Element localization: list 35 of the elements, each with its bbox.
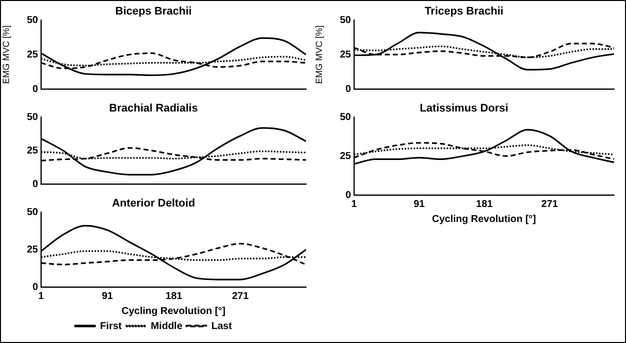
y-tick-label: 25: [26, 244, 38, 256]
x-tick-label: 181: [166, 290, 183, 302]
y-tick-label: 50: [26, 206, 38, 218]
x-tick-label: 91: [414, 198, 426, 210]
legend-label: Last: [211, 320, 233, 332]
chart-title: Brachial Radialis: [109, 102, 198, 115]
legend-label: Middle: [150, 320, 183, 332]
y-tick-label: 50: [26, 112, 38, 123]
y-tick-label: 0: [32, 282, 38, 293]
x-tick-label: 1: [38, 290, 44, 302]
y-axis-title: EMG MVC [%]: [0, 25, 11, 84]
y-tick-label: 0: [345, 84, 352, 95]
x-tick-label: 181: [476, 198, 494, 210]
x-tick-label: 271: [232, 290, 250, 302]
legend-label: First: [100, 320, 122, 332]
y-tick-label: 25: [26, 145, 38, 156]
y-tick-label: 25: [26, 49, 38, 60]
chart-title: Latissimus Dorsi: [420, 102, 508, 115]
y-tick-label: 0: [32, 178, 38, 190]
chart-title: Biceps Brachii: [115, 6, 192, 18]
chart-title: Anterior Deltoid: [112, 198, 196, 210]
y-tick-label: 50: [340, 112, 352, 123]
y-tick-label: 25: [340, 49, 352, 60]
chart-title: Triceps Brachii: [424, 6, 504, 18]
x-axis-title: Cycling Revolution [°]: [122, 306, 226, 317]
y-tick-label: 0: [345, 190, 352, 201]
x-tick-label: 91: [102, 290, 114, 302]
x-tick-label: 1: [351, 198, 358, 210]
y-tick-label: 25: [340, 150, 352, 162]
y-tick-label: 0: [32, 84, 38, 95]
y-axis-title: EMG MVC [%]: [314, 25, 324, 84]
x-axis-title: Cycling Revolution [°]: [432, 214, 536, 225]
y-tick-label: 50: [26, 14, 38, 26]
y-tick-label: 50: [340, 14, 352, 26]
x-tick-label: 271: [541, 198, 558, 210]
